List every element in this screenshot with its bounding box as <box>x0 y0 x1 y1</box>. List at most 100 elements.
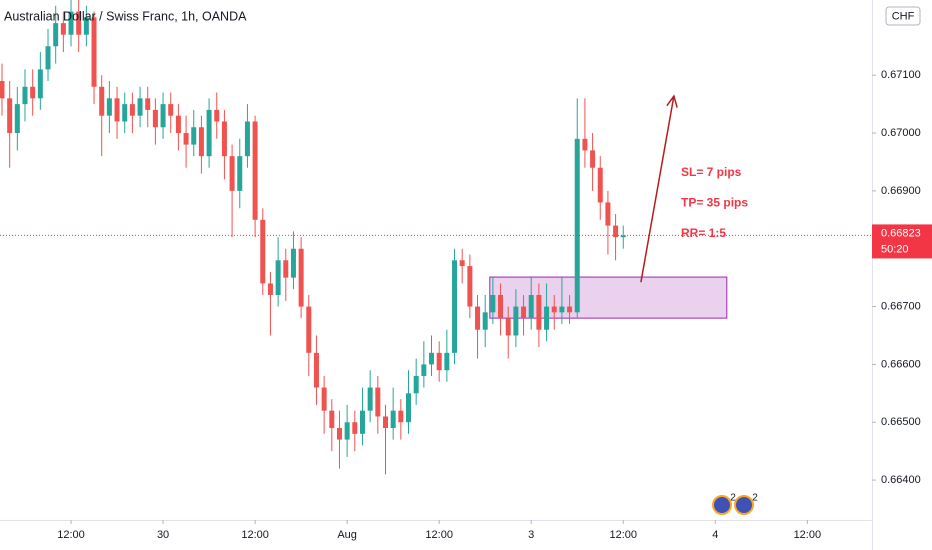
candle-body <box>406 393 412 423</box>
y-tick-label: 0.67100 <box>881 69 921 81</box>
candle-body <box>482 312 488 330</box>
annotation: RR= 1:5 <box>681 226 726 240</box>
candle-body <box>551 306 557 313</box>
candle-body <box>620 235 626 238</box>
plot <box>0 0 872 475</box>
y-tick-label: 0.66400 <box>881 474 921 486</box>
x-tick-label: 30 <box>157 529 169 541</box>
chart-title: Australian Dollar / Swiss Franc, 1h, OAN… <box>4 9 247 23</box>
candle-body <box>513 306 519 336</box>
candle-body <box>398 410 404 423</box>
last-price-badge <box>872 224 932 259</box>
candle-body <box>221 121 227 157</box>
candle-body <box>590 150 596 168</box>
candle-body <box>145 98 151 110</box>
candle-body <box>283 260 289 278</box>
x-tick-label: Aug <box>337 529 357 541</box>
event-badge[interactable] <box>712 495 732 515</box>
x-tick-label: 4 <box>712 529 718 541</box>
candle-body <box>498 294 504 319</box>
target-arrow <box>640 95 675 283</box>
candle-body <box>83 17 89 35</box>
candle-body <box>321 387 327 411</box>
x-tick-label: 12:00 <box>609 529 637 541</box>
candle-body <box>521 306 527 319</box>
currency-badge[interactable] <box>885 6 921 26</box>
candle-body <box>137 98 143 116</box>
y-tick-label: 0.66600 <box>881 358 921 370</box>
candle-body <box>252 121 258 220</box>
arrow-head <box>666 94 678 108</box>
candle-body <box>490 294 496 313</box>
candle-body <box>367 387 373 411</box>
candle-body <box>168 104 174 116</box>
candle-body <box>459 260 465 267</box>
candle-body <box>229 156 235 191</box>
candle-body <box>183 133 189 145</box>
candle-body <box>60 23 66 35</box>
y-tick-label: 0.66900 <box>881 185 921 197</box>
candle-body <box>452 260 458 353</box>
y-tick-label: 0.67000 <box>881 127 921 139</box>
candle-body <box>214 109 220 122</box>
candle-body <box>129 104 135 116</box>
candle-body <box>436 352 442 371</box>
candle-body <box>382 416 388 429</box>
candle-body <box>7 98 13 134</box>
last-price-label: 0.66823 <box>881 227 921 239</box>
y-tick-label: 0.66700 <box>881 300 921 312</box>
candle-body <box>22 86 28 105</box>
candle-body <box>206 109 212 157</box>
candle-body <box>160 104 166 128</box>
candle-body <box>605 202 611 226</box>
candle-body <box>329 410 335 429</box>
y-tick-label: 0.66500 <box>881 416 921 428</box>
x-tick-label: 3 <box>528 529 534 541</box>
candle-body <box>429 352 435 365</box>
candle-body <box>544 306 550 330</box>
candle-body <box>0 80 5 99</box>
candle-body <box>275 260 281 295</box>
candle-body <box>290 248 296 278</box>
candle-body <box>237 156 243 191</box>
candle-body <box>475 306 481 330</box>
annotation: SL= 7 pips <box>681 165 742 179</box>
candle-body <box>298 248 304 307</box>
countdown: 50:20 <box>881 243 909 255</box>
candle-body <box>306 306 312 353</box>
candle-body <box>313 352 319 388</box>
candle-body <box>244 121 250 157</box>
candle-body <box>76 11 82 35</box>
candle-body <box>359 410 365 434</box>
candle-body <box>421 364 427 376</box>
candle-body <box>467 266 473 307</box>
annotation: TP= 35 pips <box>681 196 748 210</box>
event-count: 2 <box>730 493 736 504</box>
candle-body <box>114 98 120 122</box>
candle-body <box>175 115 181 134</box>
candle-body <box>68 11 74 35</box>
candle-body <box>30 86 36 99</box>
candle-body <box>536 294 542 330</box>
candle-body <box>559 306 565 313</box>
candle-body <box>375 387 381 417</box>
candle-body <box>528 294 534 319</box>
candle-body <box>390 410 396 429</box>
candle-body <box>53 23 59 47</box>
candle-body <box>574 138 580 313</box>
candle-body <box>91 17 97 87</box>
x-tick-label: 12:00 <box>241 529 269 541</box>
candle-body <box>505 318 511 336</box>
candle-body <box>260 219 266 284</box>
candle-body <box>352 422 358 434</box>
x-tick-label: 12:00 <box>57 529 85 541</box>
candle-body <box>198 127 204 157</box>
candle-body <box>597 167 603 203</box>
x-tick-label: 12:00 <box>425 529 453 541</box>
candle-body <box>191 127 197 145</box>
candle-body <box>14 104 20 134</box>
event-badge[interactable] <box>734 495 754 515</box>
candle-body <box>413 375 419 394</box>
candle-body <box>122 104 128 122</box>
